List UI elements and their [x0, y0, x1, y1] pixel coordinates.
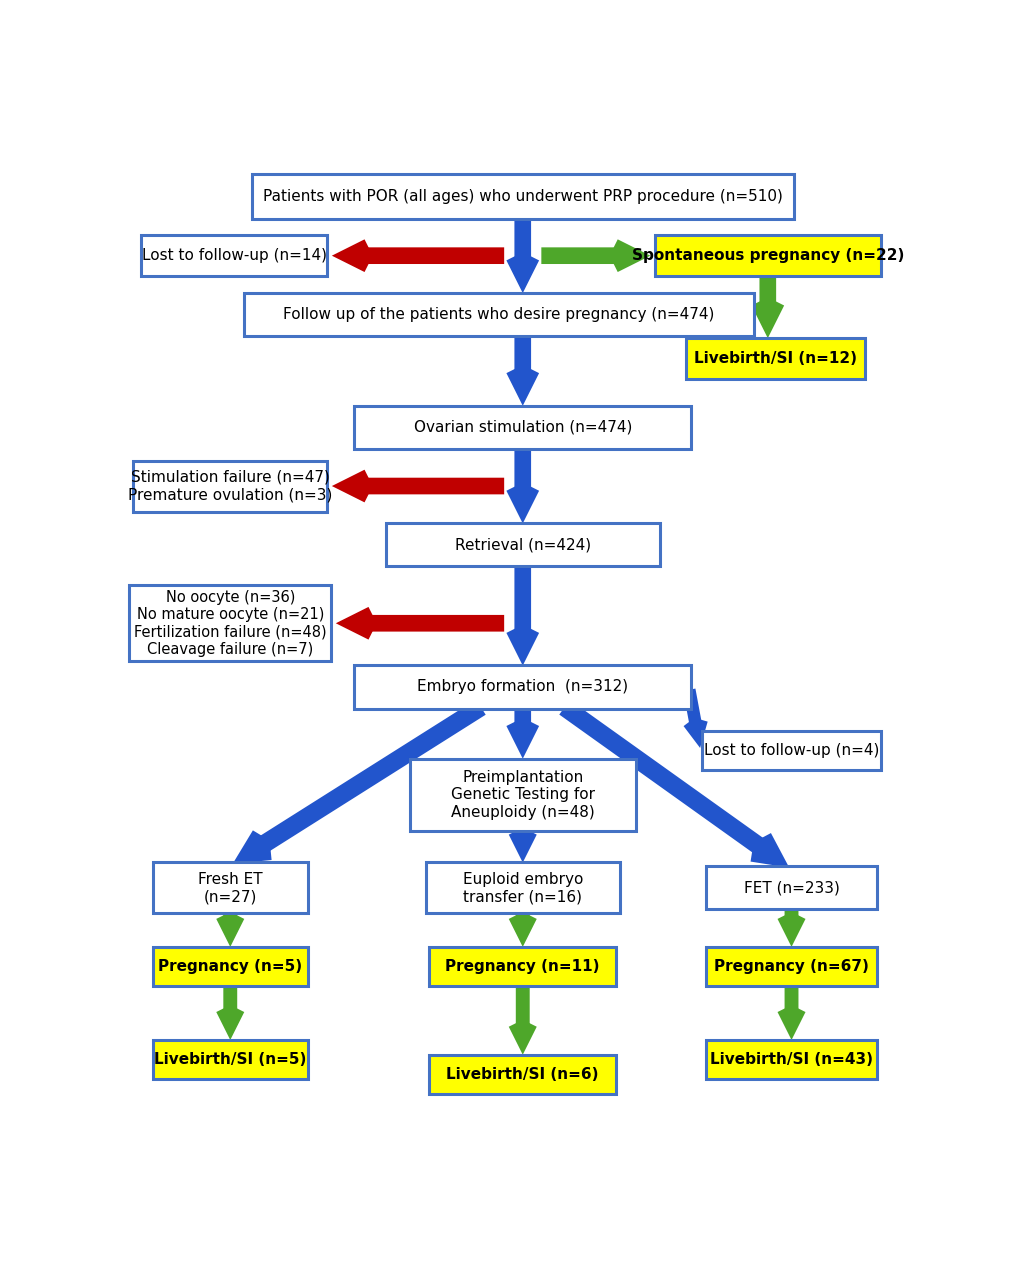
FancyBboxPatch shape [141, 236, 327, 276]
Text: Follow up of the patients who desire pregnancy (n=474): Follow up of the patients who desire pre… [283, 307, 714, 322]
FancyBboxPatch shape [425, 862, 620, 914]
FancyBboxPatch shape [244, 293, 754, 336]
Text: Pregnancy (n=67): Pregnancy (n=67) [713, 959, 868, 974]
Text: Stimulation failure (n=47)
Premature ovulation (n=3): Stimulation failure (n=47) Premature ovu… [128, 470, 332, 503]
FancyBboxPatch shape [153, 862, 308, 914]
Text: No oocyte (n=36)
No mature oocyte (n=21)
Fertilization failure (n=48)
Cleavage f: No oocyte (n=36) No mature oocyte (n=21)… [133, 589, 326, 657]
FancyBboxPatch shape [252, 174, 793, 219]
Text: Patients with POR (all ages) who underwent PRP procedure (n=510): Patients with POR (all ages) who underwe… [263, 190, 782, 205]
Text: Lost to follow-up (n=14): Lost to follow-up (n=14) [142, 248, 326, 264]
FancyBboxPatch shape [385, 523, 659, 566]
Text: Lost to follow-up (n=4): Lost to follow-up (n=4) [703, 743, 878, 759]
Text: Euploid embryo
transfer (n=16): Euploid embryo transfer (n=16) [462, 872, 583, 904]
FancyBboxPatch shape [354, 406, 691, 449]
Text: Fresh ET
(n=27): Fresh ET (n=27) [198, 872, 262, 904]
FancyBboxPatch shape [429, 1054, 615, 1094]
FancyBboxPatch shape [132, 461, 327, 512]
Text: Pregnancy (n=5): Pregnancy (n=5) [158, 959, 302, 974]
FancyBboxPatch shape [429, 947, 615, 985]
FancyBboxPatch shape [654, 236, 880, 276]
Text: Preimplantation
Genetic Testing for
Aneuploidy (n=48): Preimplantation Genetic Testing for Aneu… [450, 770, 594, 820]
Text: Livebirth/SI (n=12): Livebirth/SI (n=12) [694, 351, 856, 367]
FancyBboxPatch shape [705, 867, 876, 909]
FancyBboxPatch shape [686, 339, 864, 379]
Text: Livebirth/SI (n=5): Livebirth/SI (n=5) [154, 1051, 306, 1067]
FancyBboxPatch shape [701, 731, 880, 770]
FancyBboxPatch shape [129, 586, 331, 662]
FancyBboxPatch shape [153, 947, 308, 985]
FancyBboxPatch shape [153, 1040, 308, 1080]
Text: Ovarian stimulation (n=474): Ovarian stimulation (n=474) [413, 420, 632, 434]
Text: FET (n=233): FET (n=233) [743, 881, 839, 895]
Text: Retrieval (n=424): Retrieval (n=424) [454, 537, 590, 552]
Text: Embryo formation  (n=312): Embryo formation (n=312) [417, 680, 628, 695]
Text: Livebirth/SI (n=6): Livebirth/SI (n=6) [446, 1067, 598, 1082]
FancyBboxPatch shape [354, 666, 691, 709]
Text: Spontaneous pregnancy (n=22): Spontaneous pregnancy (n=22) [631, 248, 903, 264]
FancyBboxPatch shape [705, 1040, 876, 1080]
Text: Livebirth/SI (n=43): Livebirth/SI (n=43) [709, 1051, 872, 1067]
FancyBboxPatch shape [705, 947, 876, 985]
FancyBboxPatch shape [410, 759, 635, 831]
Text: Pregnancy (n=11): Pregnancy (n=11) [445, 959, 599, 974]
